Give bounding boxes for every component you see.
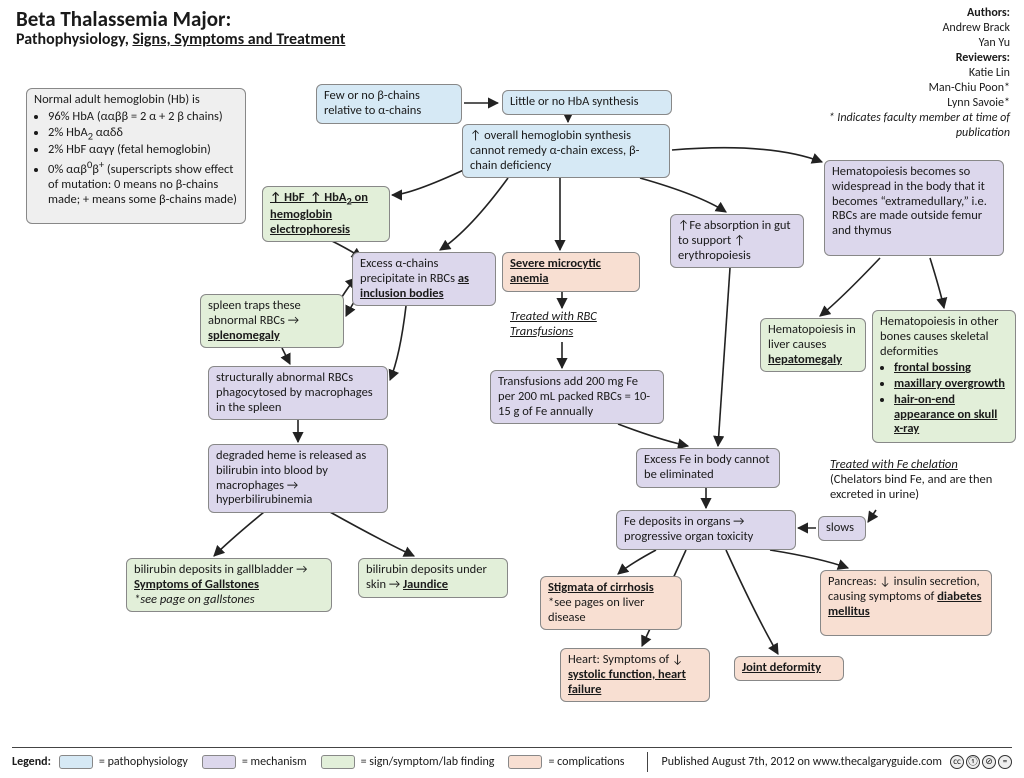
- node-bilirubin: degraded heme is released as bilirubin i…: [208, 444, 388, 513]
- legend-text-pathophysiology: = pathophysiology: [99, 755, 188, 769]
- cc-icons: cc①⊘=: [950, 755, 1012, 769]
- legend-text-mechanism: = mechanism: [242, 755, 307, 769]
- legend-swatch-sign: [321, 755, 355, 769]
- author-2: Yan Yu: [820, 36, 1010, 51]
- edge-bilirubin-gallstones: [214, 512, 264, 556]
- published-text: Published August 7th, 2012 on www.thecal…: [662, 755, 943, 769]
- node-hbf: ↑ HbF ↑ HbA2 on hemoglobin electrophores…: [262, 186, 390, 242]
- author-1: Andrew Brack: [820, 21, 1010, 36]
- node-excessFe: Excess Fe in body cannot be eliminated: [636, 448, 780, 488]
- faculty-note: * Indicates faculty member at time of pu…: [820, 111, 1010, 141]
- edge-feDeposits-joint: [726, 550, 778, 654]
- legend-text-sign: = sign/symptom/lab finding: [361, 755, 495, 769]
- legend-swatch-pathophysiology: [59, 755, 93, 769]
- node-spleenTrap: spleen traps these abnormal RBCs → splen…: [200, 294, 344, 348]
- authors-block: Authors: Andrew Brack Yan Yu Reviewers: …: [820, 6, 1010, 141]
- edge-overall-feAbs: [640, 178, 726, 212]
- node-fewBeta: Few or no β-chains relative to α-chains: [316, 84, 462, 124]
- node-heart: Heart: Symptoms of ↓ systolic function, …: [560, 648, 710, 702]
- publication-info: Published August 7th, 2012 on www.thecal…: [641, 752, 1013, 772]
- node-feDeposits: Fe deposits in organs → progressive orga…: [616, 510, 796, 550]
- legend-bar: Legend: = pathophysiology = mechanism = si…: [12, 747, 1012, 772]
- legend-swatch-mechanism: [202, 755, 236, 769]
- text-rbcTrans: Treated with RBC Transfusions: [510, 310, 650, 340]
- node-phago: structurally abnormal RBCs phagocytosed …: [208, 366, 388, 420]
- node-slows: slows: [818, 516, 866, 541]
- edge-overall-hbf: [392, 168, 468, 195]
- node-overall: ↑ overall hemoglobin synthesis cannot re…: [462, 124, 670, 178]
- legend-text-complication: = complications: [548, 755, 624, 769]
- node-pancreas: Pancreas: ↓ insulin secretion, causing s…: [820, 570, 992, 636]
- reviewer-1: Katie Lin: [820, 66, 1010, 81]
- node-extramed: Hematopoiesis becomes so widespread in t…: [824, 160, 1004, 256]
- node-inclusion: Excess α-chains precipitate in RBCs as i…: [352, 252, 496, 306]
- edge-bilirubin-jaundice: [330, 512, 414, 556]
- edge-extramed-skeletal: [930, 258, 944, 308]
- diagram-canvas: Beta Thalassemia Major: Pathophysiology,…: [0, 0, 1024, 778]
- node-normalHb: Normal adult hemoglobin (Hb) is96% HbA (…: [26, 88, 246, 224]
- node-anemia: Severe microcytic anemia: [502, 252, 640, 292]
- edge-inclusion-phago: [390, 306, 406, 380]
- edge-overall-extramed: [672, 148, 822, 162]
- edge-spleenTrap-phago: [282, 348, 290, 364]
- edge-feDeposits-cirrhosis: [618, 550, 656, 574]
- reviewer-3: Lynn Savoie*: [820, 96, 1010, 111]
- node-hepato: Hematopoiesis in liver causes hepatomega…: [760, 318, 866, 372]
- legend-items: = pathophysiology = mechanism = sign/sympt…: [59, 755, 633, 769]
- page-title: Beta Thalassemia Major:: [16, 6, 231, 32]
- legend-label: Legend:: [12, 755, 51, 769]
- reviewer-2: Man-Chiu Poon*: [820, 81, 1010, 96]
- reviewers-label: Reviewers:: [820, 51, 1010, 66]
- node-joint: Joint deformity: [734, 656, 844, 681]
- node-skeletal: Hematopoiesis in other bones causes skel…: [872, 310, 1016, 443]
- legend-swatch-complication: [508, 755, 542, 769]
- node-cirrhosis: Stigmata of cirrhosis*see pages on liver…: [540, 576, 682, 630]
- node-gallstones: bilirubin deposits in gallbladder → Symp…: [126, 558, 332, 612]
- node-jaundice: bilirubin deposits under skin → Jaundice: [358, 558, 508, 598]
- node-noHbA: Little or no HbA synthesis: [502, 90, 672, 115]
- subtitle-prefix: Pathophysiology,: [16, 30, 132, 49]
- text-chelation: Treated with Fe chelation(Chelators bind…: [830, 458, 1016, 502]
- subtitle-underlined: Signs, Symptoms and Treatment: [132, 30, 345, 49]
- legend-separator: [647, 752, 648, 772]
- edge-chelation-slows: [868, 510, 876, 522]
- edge-transfAdd-excessFe: [618, 424, 688, 446]
- page-subtitle: Pathophysiology, Signs, Symptoms and Tre…: [16, 30, 345, 49]
- edge-extramed-hepato: [820, 258, 880, 316]
- node-transfAdd: Transfusions add 200 mg Fe per 200 mL pa…: [490, 370, 664, 424]
- edge-overall-inclusion: [440, 178, 508, 250]
- node-feAbs: ↑Fe absorption in gut to support ↑ eryth…: [670, 214, 804, 268]
- authors-label: Authors:: [820, 6, 1010, 21]
- edge-feAbs-excessFe: [718, 268, 730, 446]
- edge-feDeposits-pancreas: [770, 550, 848, 568]
